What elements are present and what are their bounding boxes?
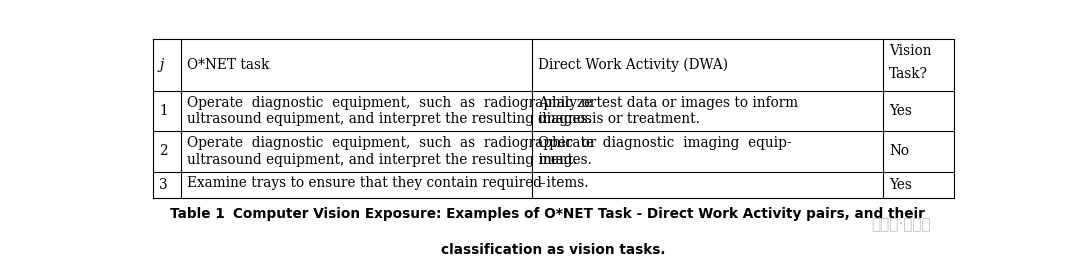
Text: 1: 1 [159,104,167,118]
Text: Examine trays to ensure that they contain required items.: Examine trays to ensure that they contai… [187,176,589,190]
Text: diagnosis or treatment.: diagnosis or treatment. [538,112,700,126]
Text: Operate  diagnostic  imaging  equip-: Operate diagnostic imaging equip- [538,136,792,150]
Text: Direct Work Activity (DWA): Direct Work Activity (DWA) [538,58,728,72]
Text: O*NET task: O*NET task [187,58,270,72]
Text: Table 1: Table 1 [171,207,225,221]
Text: Task?: Task? [889,67,928,81]
Text: Vision: Vision [889,44,932,58]
Text: 3: 3 [159,178,167,192]
Text: j: j [159,58,163,72]
Text: ment.: ment. [538,153,578,167]
Text: Computer Vision Exposure: Examples of O*NET Task - Direct Work Activity pairs, a: Computer Vision Exposure: Examples of O*… [233,207,924,221]
Text: ultrasound equipment, and interpret the resulting images.: ultrasound equipment, and interpret the … [187,153,592,167]
Text: No: No [889,144,909,158]
Text: –: – [538,176,545,190]
Text: classification as vision tasks.: classification as vision tasks. [442,243,665,257]
Text: 公众号·新智元: 公众号·新智元 [872,217,931,232]
Text: 2: 2 [159,144,167,158]
Text: Yes: Yes [889,104,913,118]
Text: Yes: Yes [889,178,913,192]
Text: Analyze test data or images to inform: Analyze test data or images to inform [538,95,798,109]
Text: Operate  diagnostic  equipment,  such  as  radiographic  or: Operate diagnostic equipment, such as ra… [187,95,596,109]
Text: ultrasound equipment, and interpret the resulting images.: ultrasound equipment, and interpret the … [187,112,592,126]
Text: Operate  diagnostic  equipment,  such  as  radiographic  or: Operate diagnostic equipment, such as ra… [187,136,596,150]
